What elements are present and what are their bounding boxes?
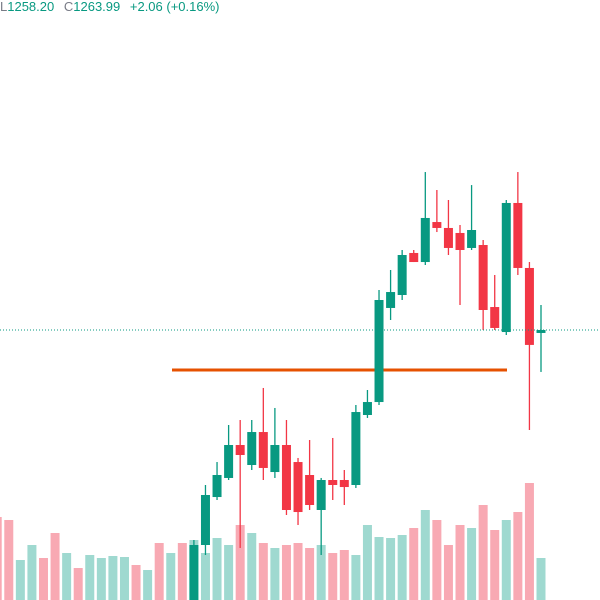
candle-body [374,300,384,403]
candle-body [524,267,534,345]
volume-bar [513,512,523,600]
candle-body [316,480,326,510]
volume-bar [247,533,257,600]
volume-bar [212,538,222,600]
candle-body [258,432,268,468]
candle-body [189,545,199,600]
volume-bar [478,505,488,600]
candle-body [455,232,465,250]
close-label: C [64,0,73,14]
volume-bar [154,543,164,600]
volume-bar [27,545,37,600]
volume-bar [281,545,291,600]
low-value: 1258.20 [7,0,54,14]
volume-bar [328,553,338,600]
candle-body [351,412,361,485]
volume-bar [131,565,141,600]
volume-layer [0,483,546,600]
candle-body [224,445,234,478]
volume-bar [85,555,95,600]
candle-body [478,245,488,310]
volume-bar [4,520,14,600]
volume-bar [351,555,361,600]
candle-body [397,255,407,295]
candle-body [293,462,303,513]
candle-layer [0,172,600,600]
volume-bar [305,548,315,600]
candle-body [362,402,372,415]
volume-bar [62,553,72,600]
candle-body [235,445,245,455]
close-value: 1263.99 [73,0,120,14]
volume-bar [200,553,210,600]
candle-body [432,222,442,228]
volume-bar [224,545,234,600]
volume-bar [362,525,372,600]
candle-body [536,330,546,333]
volume-bar [258,543,268,600]
candle-body [339,480,349,488]
volume-bar [235,525,245,600]
volume-bar [177,543,187,600]
candle-body [443,227,453,248]
volume-bar [409,528,419,600]
volume-bar [432,520,442,600]
volume-bar [443,545,453,600]
candle-body [305,475,315,505]
chart-header: L1258.20 C1263.99 +2.06 (+0.16%) [0,0,220,14]
candle-body [247,432,257,465]
volume-bar [501,520,511,600]
candle-body [490,307,500,328]
change-value: +2.06 (+0.16%) [130,0,220,14]
candle-body [212,475,222,498]
volume-bar [293,543,303,600]
volume-bar [0,517,2,600]
volume-bar [339,550,349,600]
volume-bar [119,557,129,600]
volume-bar [397,535,407,600]
volume-bar [374,537,384,600]
candle-body [386,292,396,308]
volume-bar [73,568,83,600]
volume-bar [386,538,396,600]
volume-bar [536,558,546,600]
volume-bar [166,553,176,600]
volume-bar [108,556,118,600]
candle-body [281,445,291,510]
candle-body [409,252,419,263]
volume-bar [490,530,500,600]
volume-bar [143,570,153,600]
candle-body [270,445,280,473]
candle-body [328,480,338,485]
candle-body [501,202,511,333]
volume-bar [420,510,430,600]
volume-bar [38,558,48,600]
volume-bar [467,528,477,600]
candle-body [467,230,477,248]
volume-bar [316,545,326,600]
volume-bar [15,560,25,600]
candle-body [200,495,210,545]
volume-bar [524,483,534,600]
volume-bar [96,558,106,600]
low-label: L [0,0,7,14]
volume-bar [270,548,280,600]
candle-body [420,217,430,263]
volume-bar [455,525,465,600]
volume-bar [50,533,60,600]
candle-body [513,202,523,268]
